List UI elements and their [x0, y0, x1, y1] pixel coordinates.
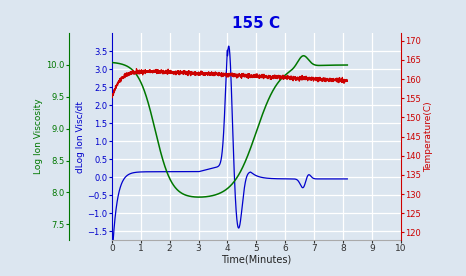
X-axis label: Time(Minutes): Time(Minutes) — [221, 255, 291, 265]
Title: 155 C: 155 C — [232, 15, 281, 31]
Y-axis label: Log Ion Viscosity: Log Ion Viscosity — [34, 99, 43, 174]
Y-axis label: Temperature(C): Temperature(C) — [424, 101, 432, 172]
Y-axis label: dLog Ion Visc/dt: dLog Ion Visc/dt — [76, 101, 85, 172]
